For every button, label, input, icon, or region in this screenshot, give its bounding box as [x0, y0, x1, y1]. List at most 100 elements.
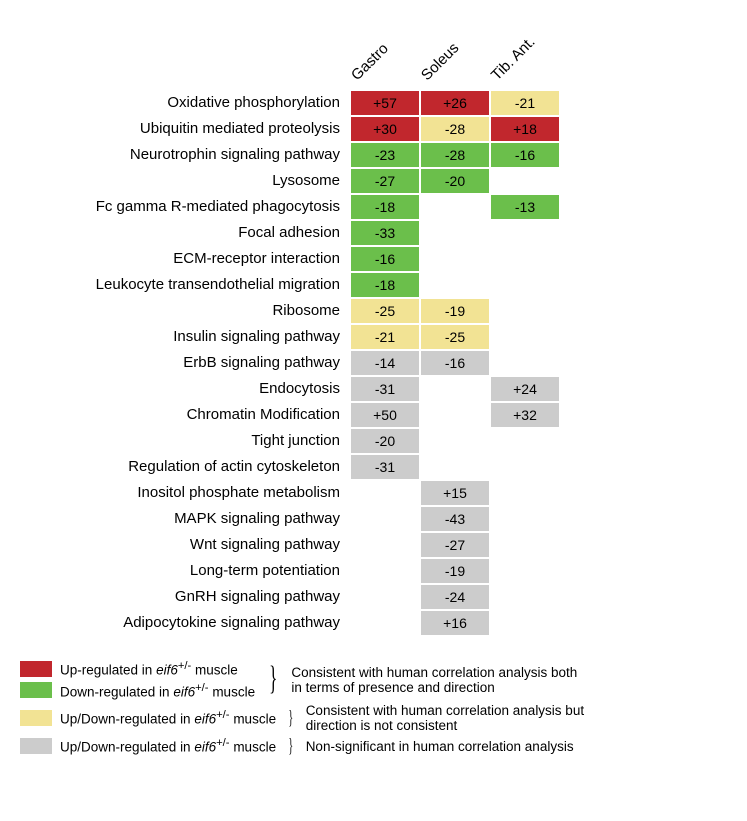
table-row: MAPK signaling pathway-43: [20, 506, 727, 532]
heatmap-cell: -27: [420, 532, 490, 558]
heatmap-cell: [420, 454, 490, 480]
row-label: Leukocyte transendothelial migration: [20, 272, 350, 298]
table-row: Fc gamma R-mediated phagocytosis-18-13: [20, 194, 727, 220]
heatmap-cell: -28: [420, 116, 490, 142]
heatmap-cell: -31: [350, 454, 420, 480]
heatmap-cell: [420, 376, 490, 402]
column-header: Soleus: [418, 22, 480, 84]
swatch-green: [20, 682, 52, 698]
table-row: Inositol phosphate metabolism +15: [20, 480, 727, 506]
row-label: Regulation of actin cytoskeleton: [20, 454, 350, 480]
legend: Up-regulated in eif6+/- muscle Down-regu…: [20, 660, 727, 755]
legend-group-2: Up/Down-regulated in eif6+/- muscle } Co…: [20, 703, 727, 733]
heatmap-cell: +16: [420, 610, 490, 636]
heatmap-cell: [490, 506, 560, 532]
heatmap-cell: -25: [350, 298, 420, 324]
row-label: Neurotrophin signaling pathway: [20, 142, 350, 168]
row-label: MAPK signaling pathway: [20, 506, 350, 532]
heatmap-cell: -33: [350, 220, 420, 246]
legend-note-2: Consistent with human correlation analys…: [306, 703, 606, 733]
table-row: GnRH signaling pathway -24: [20, 584, 727, 610]
row-label: Endocytosis: [20, 376, 350, 402]
row-label: Focal adhesion: [20, 220, 350, 246]
heatmap-cell: +32: [490, 402, 560, 428]
table-row: Ribosome-25-19: [20, 298, 727, 324]
heatmap-cell: -24: [420, 584, 490, 610]
table-row: Wnt signaling pathway-27: [20, 532, 727, 558]
table-row: Leukocyte transendothelial migration-18: [20, 272, 727, 298]
row-label: ECM-receptor interaction: [20, 246, 350, 272]
swatch-grey: [20, 738, 52, 754]
table-row: Ubiquitin mediated proteolysis+30-28+18: [20, 116, 727, 142]
heatmap-cell: [490, 298, 560, 324]
heatmap-cell: -20: [350, 428, 420, 454]
table-row: Focal adhesion-33: [20, 220, 727, 246]
heatmap-cell: +24: [490, 376, 560, 402]
heatmap-cell: [420, 272, 490, 298]
row-label: Long-term potentiation: [20, 558, 350, 584]
heatmap-cell: -18: [350, 272, 420, 298]
swatch-red: [20, 661, 52, 677]
heatmap-cell: [490, 610, 560, 636]
legend-note-3: Non-significant in human correlation ana…: [306, 739, 574, 754]
row-label: Lysosome: [20, 168, 350, 194]
row-label: Insulin signaling pathway: [20, 324, 350, 350]
table-row: Neurotrophin signaling pathway-23-28-16: [20, 142, 727, 168]
row-label: Inositol phosphate metabolism: [20, 480, 350, 506]
heatmap-cell: [490, 220, 560, 246]
heatmap-cell: -21: [490, 90, 560, 116]
heatmap-cell: -21: [350, 324, 420, 350]
legend-group-3: Up/Down-regulated in eif6+/- muscle } No…: [20, 737, 727, 755]
swatch-yellow: [20, 710, 52, 726]
brace-icon: }: [269, 664, 277, 695]
heatmap-cell: [490, 454, 560, 480]
table-row: Oxidative phosphorylation+57+26-21: [20, 90, 727, 116]
row-label: Oxidative phosphorylation: [20, 90, 350, 116]
heatmap-cell: [490, 584, 560, 610]
heatmap-cell: -19: [420, 298, 490, 324]
heatmap-cell: -18: [350, 194, 420, 220]
table-row: Endocytosis-31 +24: [20, 376, 727, 402]
heatmap-cell: +18: [490, 116, 560, 142]
heatmap-cell: [350, 506, 420, 532]
row-label: Ubiquitin mediated proteolysis: [20, 116, 350, 142]
table-rows: Oxidative phosphorylation+57+26-21Ubiqui…: [20, 90, 727, 636]
row-label: ErbB signaling pathway: [20, 350, 350, 376]
legend-item-red: Up-regulated in eif6+/- muscle: [20, 660, 255, 678]
heatmap-cell: -28: [420, 142, 490, 168]
row-label: GnRH signaling pathway: [20, 584, 350, 610]
legend-item-yellow: Up/Down-regulated in eif6+/- muscle: [20, 709, 276, 727]
table-row: Insulin signaling pathway-21-25: [20, 324, 727, 350]
legend-note-1: Consistent with human correlation analys…: [291, 665, 591, 695]
heatmap-cell: +30: [350, 116, 420, 142]
heatmap-cell: [420, 220, 490, 246]
row-label: Chromatin Modification: [20, 402, 350, 428]
legend-item-grey: Up/Down-regulated in eif6+/- muscle: [20, 737, 276, 755]
table-row: Regulation of actin cytoskeleton-31: [20, 454, 727, 480]
table-row: Tight junction-20: [20, 428, 727, 454]
heatmap-cell: +15: [420, 480, 490, 506]
column-header: Tib. Ant.: [488, 22, 550, 84]
heatmap-cell: -14: [350, 350, 420, 376]
heatmap-cell: -31: [350, 376, 420, 402]
legend-label-green: Down-regulated in eif6+/- muscle: [60, 682, 255, 700]
table-row: Lysosome-27-20: [20, 168, 727, 194]
heatmap-cell: [420, 402, 490, 428]
heatmap-cell: -19: [420, 558, 490, 584]
heatmap-cell: [420, 194, 490, 220]
heatmap-cell: -20: [420, 168, 490, 194]
column-header: Gastro: [348, 22, 410, 84]
heatmap-cell: [350, 480, 420, 506]
brace-icon: }: [288, 737, 293, 755]
legend-label-red: Up-regulated in eif6+/- muscle: [60, 660, 238, 678]
heatmap-cell: [420, 428, 490, 454]
legend-label-yellow: Up/Down-regulated in eif6+/- muscle: [60, 709, 276, 727]
heatmap-cell: -16: [490, 142, 560, 168]
heatmap-cell: [490, 532, 560, 558]
table-row: ErbB signaling pathway-14-16: [20, 350, 727, 376]
heatmap-cell: [490, 558, 560, 584]
heatmap-cell: [490, 324, 560, 350]
heatmap-cell: [350, 610, 420, 636]
heatmap-cell: +57: [350, 90, 420, 116]
heatmap-cell: [490, 428, 560, 454]
